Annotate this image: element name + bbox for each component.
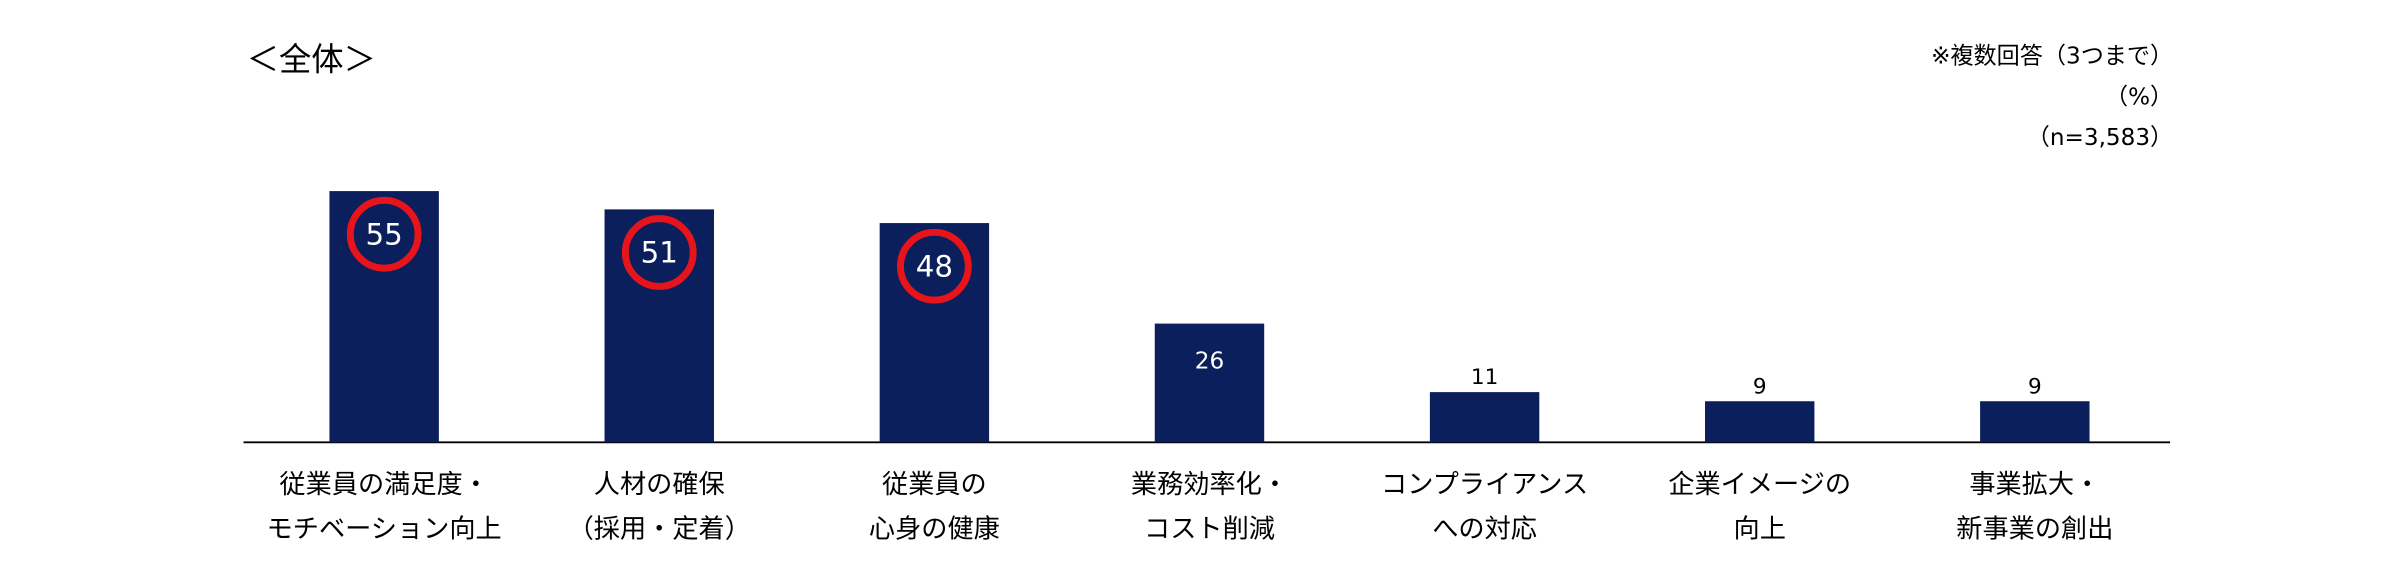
x-tick-label: 事業拡大・: [1969, 470, 2100, 500]
x-tick-label: 人材の確保: [594, 470, 725, 500]
x-tick-label: 従業員の: [882, 470, 987, 500]
value-label: 9: [2028, 374, 2042, 399]
note: （%）: [2105, 84, 2173, 110]
x-tick-label: 新事業の創出: [1956, 515, 2113, 545]
note: ※複数回答（3つまで）: [1931, 44, 2173, 70]
x-tick-label: （採用・定着）: [568, 515, 751, 545]
x-tick-label: への対応: [1432, 515, 1537, 545]
value-label: 11: [1471, 365, 1498, 390]
bar: [1154, 323, 1265, 443]
x-tick-label: モチベーション向上: [267, 515, 502, 545]
x-tick-label: 向上: [1734, 515, 1786, 545]
highlight-circle: [621, 215, 697, 290]
value-label: 51: [641, 236, 678, 270]
x-tick-label: コスト削減: [1144, 515, 1275, 545]
bar: [1429, 392, 1540, 443]
x-tick-label: コンプライアンス: [1381, 470, 1588, 500]
value-label: 26: [1195, 349, 1224, 375]
value-label: 55: [366, 217, 403, 251]
bar: [1704, 401, 1815, 443]
x-tick-label: 従業員の満足度・: [279, 470, 488, 500]
x-tick-label: 業務効率化・: [1131, 470, 1288, 500]
bar: [1980, 401, 2090, 443]
x-tick-label: 企業イメージの: [1668, 470, 1851, 500]
highlight-circle: [346, 196, 422, 272]
note: （n=3,583）: [2027, 125, 2173, 151]
value-label: 9: [1753, 374, 1767, 399]
highlight-circle: [897, 228, 972, 304]
value-label: 48: [916, 249, 953, 283]
chart-title: ＜全体＞: [247, 41, 376, 79]
x-tick-label: 心身の健康: [869, 515, 1000, 545]
